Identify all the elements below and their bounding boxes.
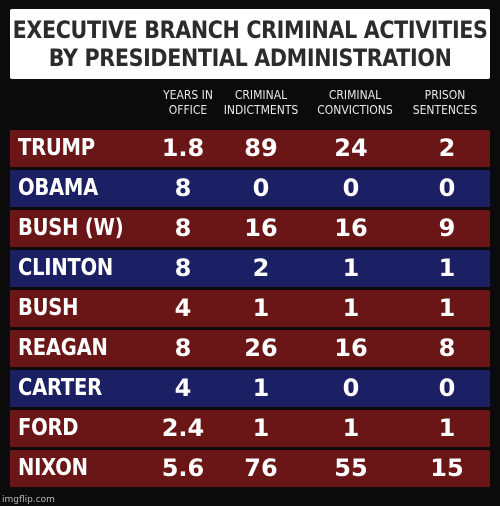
criminal-indictments: 1 <box>252 294 270 322</box>
criminal-convictions: 16 <box>334 334 368 362</box>
criminal-convictions: 0 <box>342 174 360 202</box>
prison-sentences: 1 <box>438 294 456 322</box>
years-in-office: 8 <box>174 254 192 282</box>
prison-sentences: 0 <box>438 374 456 402</box>
years-in-office: 4 <box>174 374 192 402</box>
criminal-convictions: 1 <box>342 294 360 322</box>
criminal-indictments: 1 <box>252 414 270 442</box>
criminal-convictions: 16 <box>334 214 368 242</box>
years-in-office: 8 <box>174 214 192 242</box>
criminal-indictments: 16 <box>244 214 278 242</box>
criminal-indictments: 0 <box>252 174 270 202</box>
criminal-indictments: 2 <box>252 254 270 282</box>
header-convictions-line1: CRIMINAL <box>328 88 382 102</box>
table-row: BUSH (W) 8 16 16 9 <box>10 210 490 247</box>
prison-sentences: 1 <box>438 414 456 442</box>
header-prison-sentences: PRISON SENTENCES <box>405 88 486 118</box>
header-years-line1: YEARS IN <box>163 88 213 102</box>
criminal-convictions: 0 <box>342 374 360 402</box>
criminal-indictments: 1 <box>252 374 270 402</box>
president-name: CARTER <box>18 375 102 401</box>
president-name: OBAMA <box>18 175 98 201</box>
header-convictions-line2: CONVICTIONS <box>317 103 393 117</box>
criminal-convictions: 24 <box>334 134 368 162</box>
president-name: BUSH <box>18 295 79 321</box>
prison-sentences: 0 <box>438 174 456 202</box>
header-indictments-line1: CRIMINAL <box>234 88 288 102</box>
president-name: BUSH (W) <box>18 215 124 241</box>
table-row: NIXON 5.6 76 55 15 <box>10 450 490 487</box>
header-sentences-line2: SENTENCES <box>412 103 478 117</box>
title-line-1: EXECUTIVE BRANCH CRIMINAL ACTIVITIES <box>12 16 488 44</box>
prison-sentences: 15 <box>430 454 464 482</box>
header-years-in-office: YEARS IN OFFICE <box>148 88 229 118</box>
data-table: TRUMP 1.8 89 24 2 OBAMA 8 0 0 0 BUSH (W)… <box>10 130 490 490</box>
column-headers: YEARS IN OFFICE CRIMINAL INDICTMENTS CRI… <box>0 88 500 128</box>
table-row: OBAMA 8 0 0 0 <box>10 170 490 207</box>
years-in-office: 8 <box>174 334 192 362</box>
president-name: CLINTON <box>18 255 113 281</box>
years-in-office: 2.4 <box>161 414 205 442</box>
criminal-convictions: 55 <box>334 454 368 482</box>
header-criminal-convictions: CRIMINAL CONVICTIONS <box>315 88 396 118</box>
years-in-office: 1.8 <box>161 134 205 162</box>
years-in-office: 8 <box>174 174 192 202</box>
prison-sentences: 1 <box>438 254 456 282</box>
prison-sentences: 9 <box>438 214 456 242</box>
years-in-office: 5.6 <box>161 454 205 482</box>
table-row: TRUMP 1.8 89 24 2 <box>10 130 490 167</box>
header-criminal-indictments: CRIMINAL INDICTMENTS <box>221 88 302 118</box>
table-row: CLINTON 8 2 1 1 <box>10 250 490 287</box>
table-row: FORD 2.4 1 1 1 <box>10 410 490 447</box>
table-row: CARTER 4 1 0 0 <box>10 370 490 407</box>
criminal-indictments: 89 <box>244 134 278 162</box>
criminal-indictments: 26 <box>244 334 278 362</box>
table-row: BUSH 4 1 1 1 <box>10 290 490 327</box>
president-name: FORD <box>18 415 79 441</box>
president-name: REAGAN <box>18 335 108 361</box>
imgflip-watermark: imgflip.com <box>2 495 55 505</box>
president-name: TRUMP <box>18 135 95 161</box>
years-in-office: 4 <box>174 294 192 322</box>
criminal-convictions: 1 <box>342 414 360 442</box>
title-line-2: BY PRESIDENTIAL ADMINISTRATION <box>48 44 452 72</box>
criminal-convictions: 1 <box>342 254 360 282</box>
table-row: REAGAN 8 26 16 8 <box>10 330 490 367</box>
criminal-indictments: 76 <box>244 454 278 482</box>
header-years-line2: OFFICE <box>168 103 208 117</box>
title-banner: EXECUTIVE BRANCH CRIMINAL ACTIVITIES BY … <box>10 9 490 79</box>
prison-sentences: 8 <box>438 334 456 362</box>
header-sentences-line1: PRISON <box>424 88 466 102</box>
prison-sentences: 2 <box>438 134 456 162</box>
president-name: NIXON <box>18 455 88 481</box>
header-indictments-line2: INDICTMENTS <box>223 103 299 117</box>
